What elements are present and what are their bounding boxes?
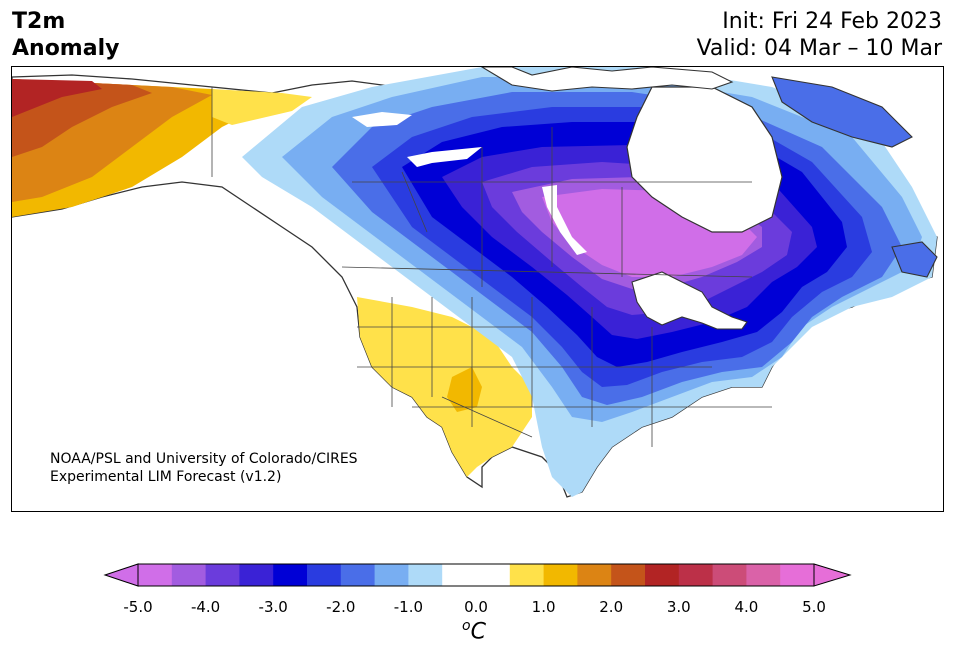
colorbar-tick-label: -4.0 bbox=[190, 598, 221, 616]
credit-text: NOAA/PSL and University of Colorado/CIRE… bbox=[50, 450, 358, 486]
map-title: T2m Anomaly bbox=[12, 8, 119, 62]
anomaly-map: NOAA/PSL and University of Colorado/CIRE… bbox=[11, 66, 944, 512]
colorbar-unit: oC bbox=[462, 618, 486, 644]
colorbar-bin bbox=[543, 564, 578, 586]
baffin-island bbox=[771, 76, 913, 148]
colorbar-bin bbox=[138, 564, 173, 586]
colorbar-bin bbox=[307, 564, 342, 586]
colorbar-bin bbox=[780, 564, 815, 586]
colorbar-tick-label: 2.0 bbox=[599, 598, 624, 616]
great-bear-lake bbox=[352, 112, 412, 127]
colorbar-tick-label: 4.0 bbox=[734, 598, 759, 616]
colorbar-extend-low bbox=[103, 563, 139, 587]
anomaly-alaska-4 bbox=[12, 79, 102, 117]
credit-line-2: Experimental LIM Forecast (v1.2) bbox=[50, 469, 282, 485]
colorbar-bin bbox=[645, 564, 680, 586]
anomaly-alaska-edge bbox=[212, 89, 312, 125]
unit-base: C bbox=[470, 619, 486, 645]
map-canvas bbox=[12, 67, 938, 498]
colorbar-bin bbox=[746, 564, 781, 586]
colorbar-bins bbox=[138, 564, 815, 586]
colorbar-bin bbox=[205, 564, 240, 586]
colorbar-tick-label: 3.0 bbox=[666, 598, 691, 616]
colorbar-tick-label: 1.0 bbox=[531, 598, 556, 616]
colorbar-bin bbox=[476, 564, 511, 586]
colorbar-bin bbox=[239, 564, 274, 586]
colorbar-bin bbox=[712, 564, 747, 586]
colorbar-bin bbox=[442, 564, 477, 586]
valid-date: Valid: 04 Mar – 10 Mar bbox=[696, 36, 942, 61]
political-borders bbox=[211, 87, 772, 447]
colorbar-tick-label: -2.0 bbox=[326, 598, 356, 616]
colorbar-tick-label: 5.0 bbox=[802, 598, 826, 616]
hudson-bay bbox=[626, 86, 783, 233]
colorbar-bin bbox=[273, 564, 308, 586]
great-lakes bbox=[631, 271, 748, 330]
colorbar-tick-label: 0.0 bbox=[464, 598, 488, 616]
colorbar-bin bbox=[171, 564, 207, 586]
anomaly-southwest-1 bbox=[357, 297, 532, 477]
credit-line-1: NOAA/PSL and University of Colorado/CIRE… bbox=[50, 451, 358, 467]
colorbar-tick-label: -1.0 bbox=[393, 598, 424, 616]
colorbar bbox=[103, 563, 852, 587]
colorbar-tick-label: -5.0 bbox=[123, 598, 153, 616]
unit-degree-sup: o bbox=[462, 618, 471, 634]
init-date: Init: Fri 24 Feb 2023 bbox=[722, 9, 942, 34]
colorbar-outline bbox=[137, 563, 815, 587]
colorbar-bin bbox=[408, 564, 443, 586]
colorbar-bin bbox=[577, 564, 612, 586]
great-slave-lake bbox=[407, 147, 482, 167]
colorbar-bin bbox=[340, 564, 376, 586]
arctic-islands bbox=[480, 67, 734, 92]
colorbar-bin bbox=[509, 564, 545, 586]
lake-winnipeg bbox=[542, 185, 587, 255]
colorbar-tick-label: -3.0 bbox=[258, 598, 288, 616]
forecast-dates: Init: Fri 24 Feb 2023 Valid: 04 Mar – 10… bbox=[697, 8, 942, 62]
newfoundland bbox=[891, 241, 938, 278]
colorbar-bin bbox=[611, 564, 646, 586]
anomaly-southwest-2 bbox=[447, 367, 482, 412]
colorbar-bin bbox=[678, 564, 714, 586]
colorbar-bin bbox=[374, 564, 409, 586]
title-line-1: T2m bbox=[12, 9, 66, 34]
colorbar-extend-high bbox=[813, 563, 852, 587]
title-line-2: Anomaly bbox=[12, 36, 120, 61]
